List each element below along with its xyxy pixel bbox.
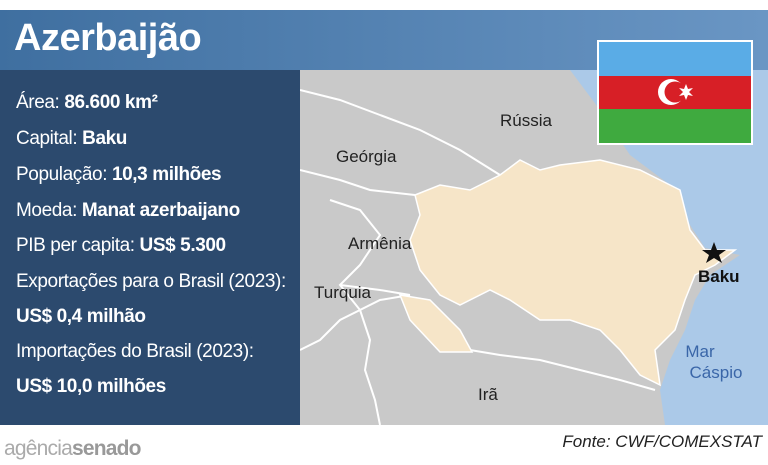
logo-part: agência bbox=[4, 437, 73, 460]
fact-value: US$ 10,0 milhões bbox=[16, 376, 166, 397]
fact-value: Baku bbox=[82, 128, 127, 149]
fact-value: 86.600 km² bbox=[64, 92, 158, 113]
title: Azerbaijão bbox=[14, 17, 202, 59]
logo: agênciasenado bbox=[4, 437, 142, 461]
map-label: Baku bbox=[698, 267, 740, 286]
flag-stripe bbox=[599, 42, 751, 76]
sea bbox=[570, 70, 768, 425]
capital-marker bbox=[702, 242, 726, 263]
fact-label: População: bbox=[16, 164, 108, 185]
borders bbox=[300, 89, 656, 425]
nakhchivan bbox=[398, 294, 474, 353]
flag bbox=[597, 40, 753, 145]
fact-value: Manat azerbaijano bbox=[81, 200, 240, 221]
fact-label: Moeda: bbox=[16, 200, 77, 221]
fact-value: 10,3 milhões bbox=[111, 164, 222, 185]
map-label: Geórgia bbox=[336, 147, 397, 166]
source: Fonte: CWF/COMEXSTAT bbox=[562, 432, 762, 451]
fact-label: Importações do Brasil (2023): bbox=[16, 341, 254, 362]
azerbaijan bbox=[409, 159, 738, 387]
sea-label: Mar bbox=[685, 342, 715, 361]
sea-label: Cáspio bbox=[690, 363, 743, 382]
fact-value: US$ 5.300 bbox=[139, 235, 227, 256]
map-label: Turquia bbox=[314, 283, 372, 302]
fact: Área: 86.600 km² bbox=[16, 92, 158, 114]
map-label: Irã bbox=[478, 385, 498, 404]
map-label: Armênia bbox=[348, 234, 412, 253]
fact: PIB per capita: US$ 5.300 bbox=[16, 235, 226, 257]
fact-label: PIB per capita: bbox=[16, 235, 135, 256]
map-label: Rússia bbox=[500, 111, 553, 130]
star bbox=[679, 84, 693, 100]
flag-stripe bbox=[599, 109, 751, 143]
fact-label: Capital: bbox=[16, 128, 78, 149]
fact-value: US$ 0,4 milhão bbox=[16, 306, 146, 327]
map: Rússia Geórgia Armênia Turquia Irã Baku … bbox=[300, 70, 768, 425]
fact: População: 10,3 milhões bbox=[16, 164, 222, 186]
fact-label: Exportações para o Brasil (2023): bbox=[16, 271, 286, 292]
fact: Moeda: Manat azerbaijano bbox=[16, 200, 240, 222]
fact-label: Área: bbox=[16, 92, 60, 113]
fact: Capital: Baku bbox=[16, 128, 127, 150]
facts-panel bbox=[0, 70, 300, 425]
crescent bbox=[664, 81, 686, 103]
logo-part: senado bbox=[71, 437, 142, 460]
